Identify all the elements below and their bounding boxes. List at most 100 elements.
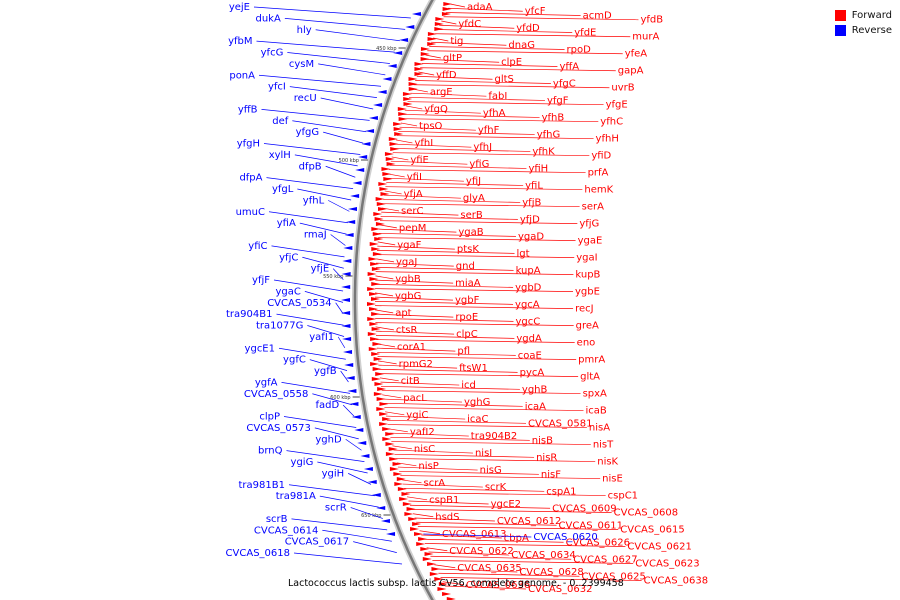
gene-label: yfjC bbox=[279, 252, 298, 263]
gene-label: nisG bbox=[480, 465, 502, 476]
gene-label: clpC bbox=[456, 329, 478, 340]
forward-gene-arrow bbox=[367, 302, 377, 306]
forward-gene-arrow bbox=[379, 412, 389, 416]
gene-label: nisI bbox=[475, 448, 492, 459]
forward-gene-arrow bbox=[441, 12, 451, 16]
gene-label: greA bbox=[576, 321, 599, 332]
gene-label: yfjE bbox=[311, 264, 330, 275]
gene-label: yghG bbox=[464, 397, 490, 408]
legend-item-forward: Forward bbox=[834, 8, 892, 23]
forward-gene-arrow bbox=[401, 492, 411, 496]
forward-gene-arrow bbox=[369, 277, 379, 281]
reverse-gene-arrow bbox=[341, 272, 351, 276]
gene-leader-line bbox=[381, 385, 520, 390]
gene-label: ygaF bbox=[397, 240, 421, 251]
forward-gene-arrow bbox=[431, 567, 441, 571]
gene-label: yfhJ bbox=[473, 142, 492, 153]
gene-label: icaA bbox=[525, 401, 546, 412]
gene-label: ygbG bbox=[395, 291, 421, 302]
gene-leader-line bbox=[438, 572, 580, 577]
forward-gene-arrow bbox=[380, 192, 390, 196]
reverse-gene-arrow bbox=[399, 38, 409, 42]
gene-leader-line bbox=[256, 40, 395, 53]
forward-gene-arrow bbox=[376, 202, 386, 206]
gene-leader-line bbox=[429, 46, 565, 50]
gene-leader-line bbox=[418, 71, 435, 76]
gene-label: yfiH bbox=[528, 163, 548, 174]
gene-label: nisK bbox=[597, 457, 618, 468]
gene-label: yghB bbox=[522, 384, 548, 395]
reverse-gene-arrow bbox=[343, 246, 353, 250]
forward-gene-arrow bbox=[424, 552, 434, 556]
gene-leader-line bbox=[395, 458, 596, 462]
forward-gene-arrow bbox=[394, 132, 404, 136]
forward-gene-arrow bbox=[414, 67, 424, 71]
gene-leader-line bbox=[401, 479, 422, 484]
reverse-gene-arrow bbox=[344, 363, 354, 367]
gene-leader-line bbox=[284, 18, 406, 30]
gene-label: yfhH bbox=[596, 134, 619, 145]
gene-label: nisT bbox=[593, 440, 614, 451]
gene-leader-line bbox=[375, 326, 394, 331]
gene-label: pepM bbox=[399, 223, 426, 234]
gene-label: scrR bbox=[325, 503, 347, 514]
gene-label: CVCAS_0632 bbox=[528, 584, 592, 595]
gene-label: yfgF bbox=[547, 95, 569, 106]
forward-gene-arrow bbox=[369, 242, 379, 246]
gene-label: yfjF bbox=[252, 275, 270, 286]
gene-label: ygaB bbox=[458, 227, 483, 238]
gene-label: yfgG bbox=[296, 127, 320, 138]
gene-leader-line bbox=[389, 432, 469, 437]
gene-label: gltA bbox=[580, 372, 600, 383]
gene-leader-line bbox=[377, 360, 397, 365]
gene-leader-line bbox=[380, 381, 460, 386]
forward-gene-arrow bbox=[371, 282, 381, 286]
gene-label: yfiC bbox=[248, 241, 267, 252]
reverse-gene-arrow bbox=[341, 324, 351, 328]
gene-label: yffA bbox=[559, 61, 579, 72]
gene-leader-line bbox=[411, 88, 428, 93]
gene-label: CVCAS_0634 bbox=[511, 550, 575, 561]
gene-leader-line bbox=[393, 449, 473, 454]
gene-label: yfiG bbox=[469, 159, 489, 170]
reverse-gene-arrow bbox=[382, 77, 392, 81]
forward-gene-arrow bbox=[376, 397, 386, 401]
reverse-gene-arrow bbox=[342, 259, 352, 263]
forward-gene-arrow bbox=[429, 572, 439, 576]
gene-label: yafI1 bbox=[309, 332, 334, 343]
gene-leader-line bbox=[391, 156, 409, 161]
gene-label: tig bbox=[450, 36, 463, 47]
forward-gene-arrow bbox=[375, 197, 385, 201]
forward-gene-arrow bbox=[386, 162, 396, 166]
legend-item-reverse: Reverse bbox=[834, 23, 892, 38]
gene-label: yfhI bbox=[414, 138, 433, 149]
gene-leader-line bbox=[389, 165, 527, 169]
gene-label: corA1 bbox=[397, 342, 426, 353]
forward-gene-arrow bbox=[385, 157, 395, 161]
gene-label: recJ bbox=[575, 304, 594, 315]
gene-leader-line bbox=[376, 250, 515, 254]
gene-label: umuC bbox=[236, 207, 265, 218]
gene-label: ygaE bbox=[578, 236, 603, 247]
gene-label: def bbox=[272, 116, 289, 127]
gene-leader-line bbox=[328, 200, 350, 212]
forward-gene-arrow bbox=[378, 182, 388, 186]
gene-label: scrK bbox=[485, 482, 507, 493]
gene-label: serA bbox=[582, 202, 604, 213]
gene-leader-line bbox=[379, 224, 397, 229]
reverse-gene-arrow bbox=[350, 194, 360, 198]
forward-gene-arrow bbox=[434, 22, 444, 26]
backbone-arc bbox=[353, 0, 434, 600]
forward-gene-arrow bbox=[389, 467, 399, 471]
gene-leader-line bbox=[384, 407, 584, 411]
forward-gene-arrow bbox=[370, 337, 380, 341]
gene-label: ygbE bbox=[575, 287, 600, 298]
gene-label: yfcI bbox=[268, 82, 286, 93]
gene-leader-line bbox=[426, 547, 448, 552]
gene-leader-line bbox=[439, 24, 515, 29]
gene-leader-line bbox=[407, 101, 604, 106]
gene-label: CVCAS_0621 bbox=[627, 542, 691, 553]
gene-leader-line bbox=[407, 496, 428, 501]
gene-label: yfgL bbox=[272, 184, 294, 195]
forward-gene-arrow bbox=[371, 297, 381, 301]
